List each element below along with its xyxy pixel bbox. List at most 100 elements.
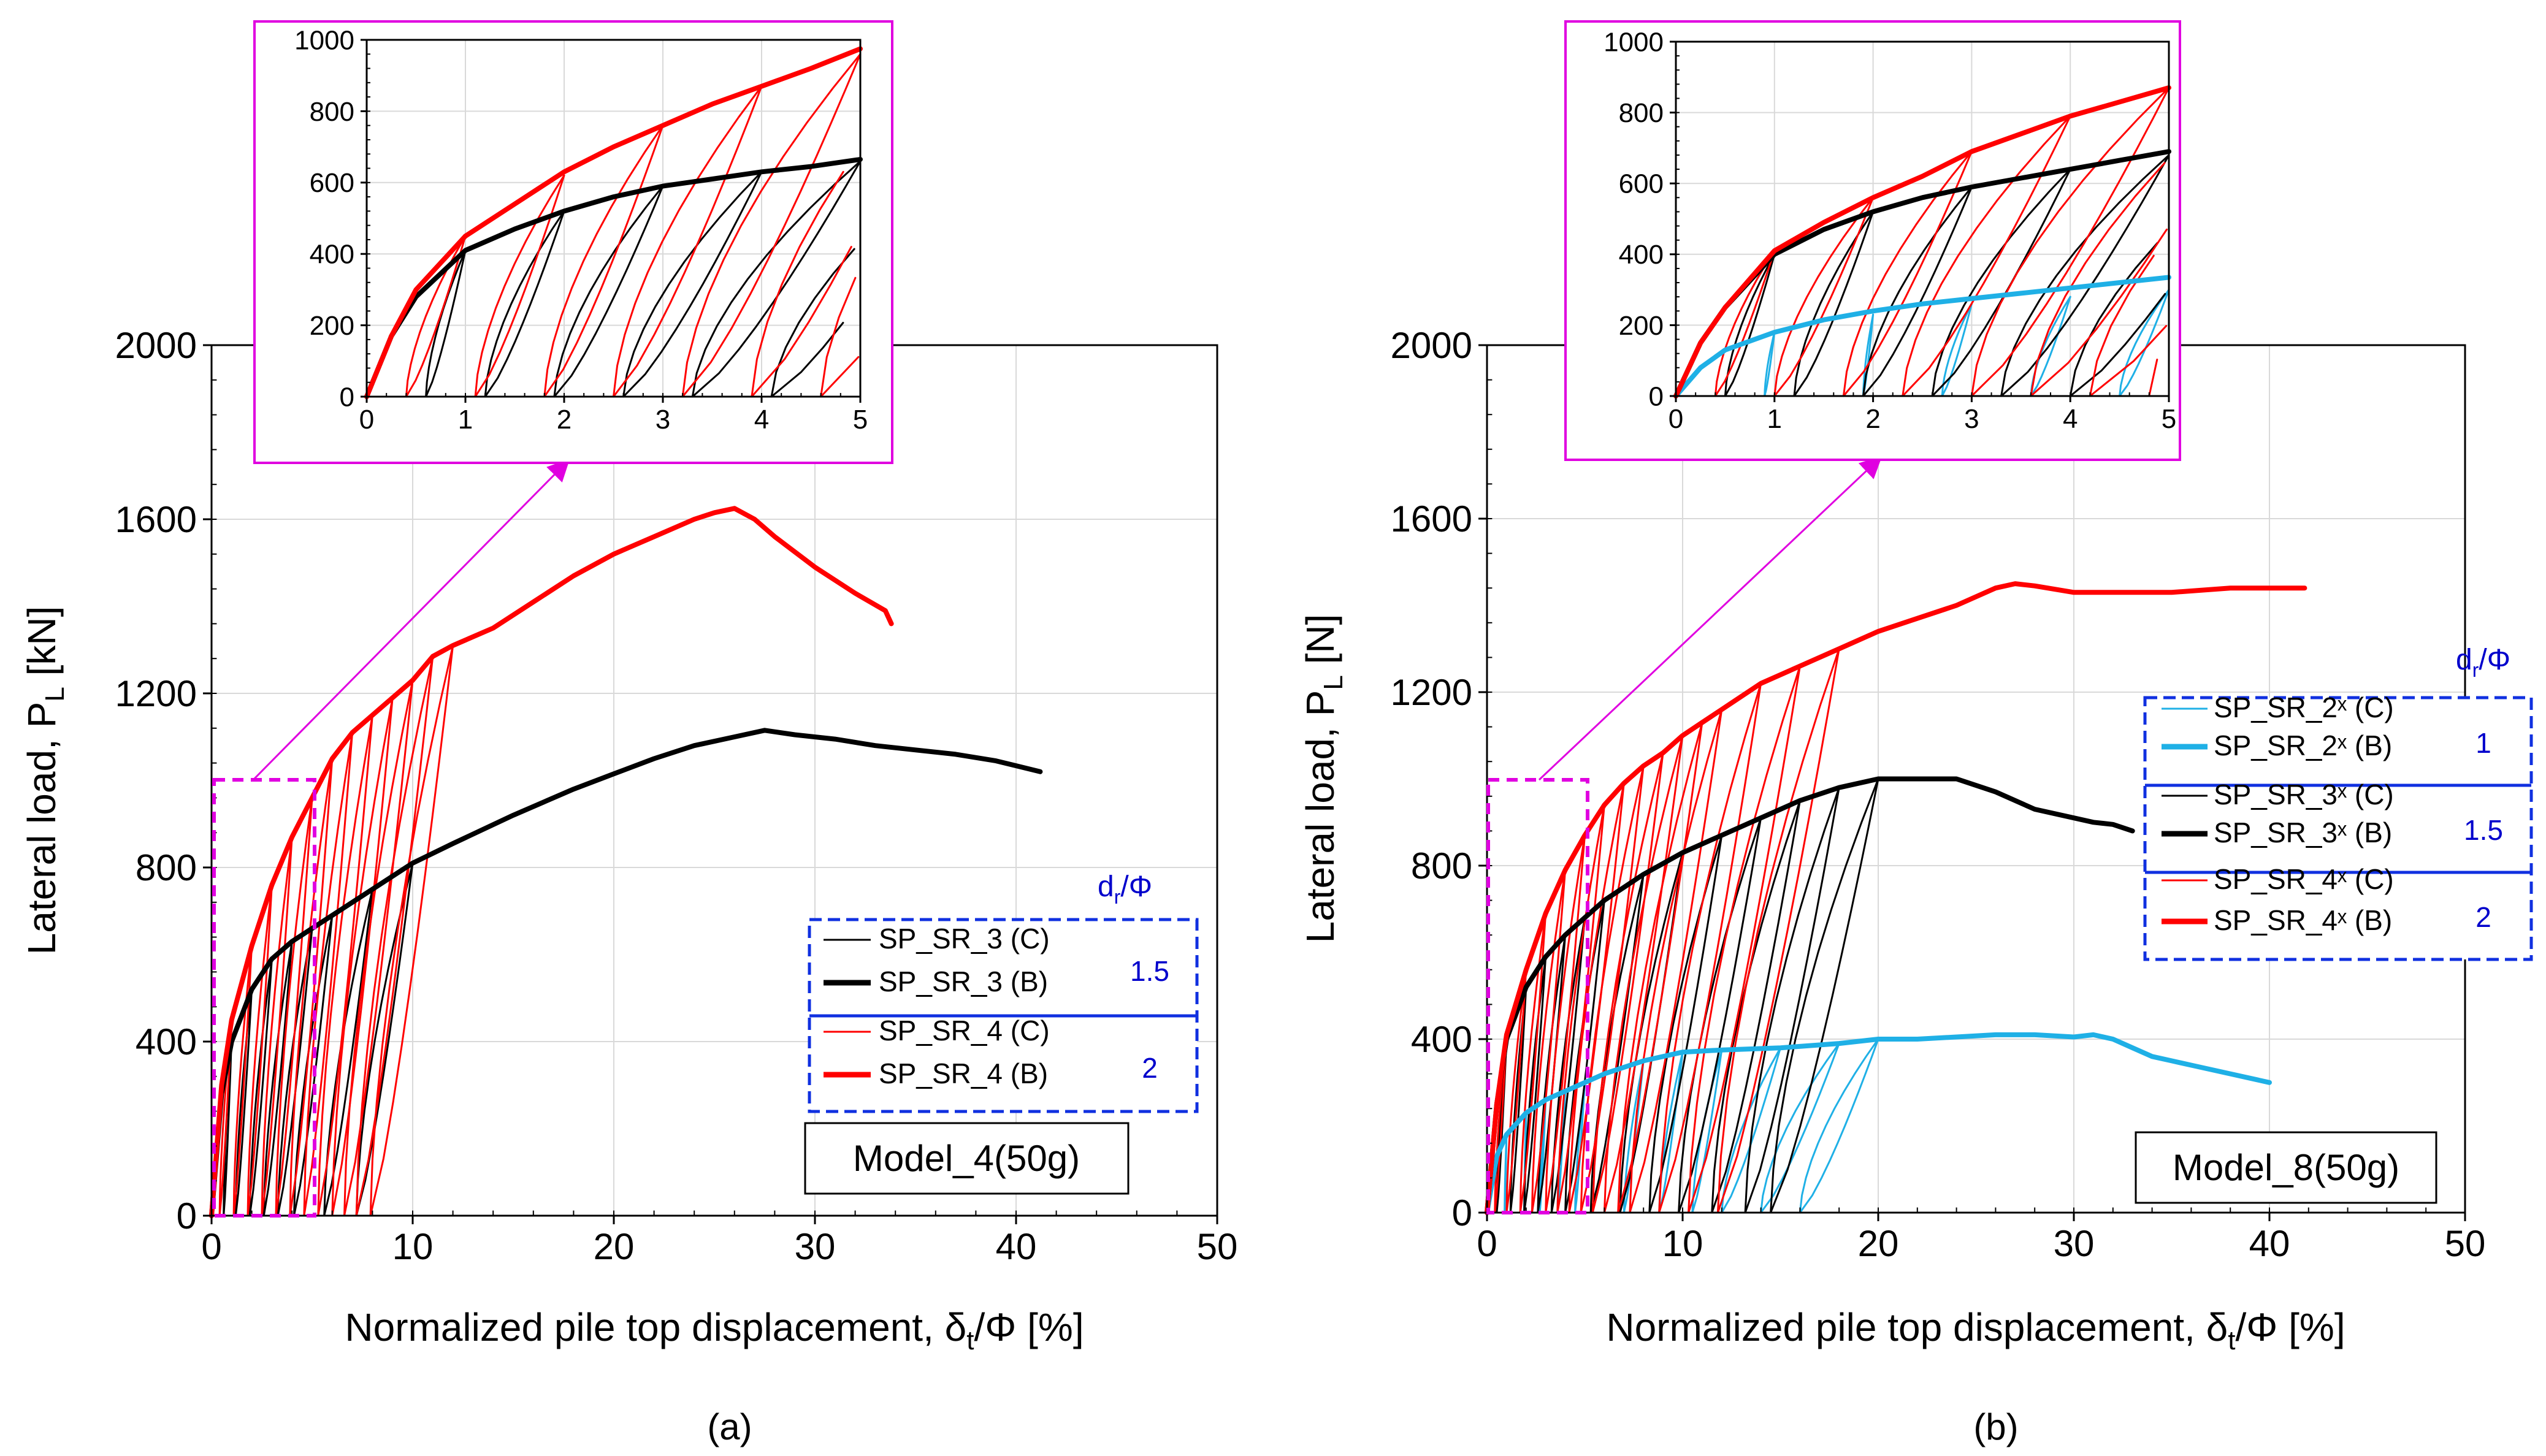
y-tick-label: 400 xyxy=(1411,1019,1472,1060)
cyclic-reload-curve xyxy=(1724,253,1776,397)
legend-label: SP_SR_2ˣ (C) xyxy=(2214,692,2394,723)
cyclic-unload-curve xyxy=(770,248,855,398)
cyclic-reload-curve xyxy=(303,731,354,1217)
cyclic-reload-curve xyxy=(1862,186,1973,397)
cyclic-reload-curve xyxy=(751,246,852,398)
cyclic-unload-curve xyxy=(2148,359,2158,397)
x-tick-label: 1 xyxy=(1767,404,1782,434)
cyclic-unload-curve xyxy=(247,883,273,1217)
cyclic-unload-curve xyxy=(1589,873,1645,1214)
cyclic-unload-curve xyxy=(1556,804,1605,1214)
cyclic-unload-curve xyxy=(553,185,664,398)
backbone-curve xyxy=(209,506,894,1218)
y-tick-label: 200 xyxy=(310,311,354,341)
legend: dr/Φ 1 1.5 2 SP_SR_2ˣ (C) SP_SR_2ˣ (B) SP_… xyxy=(2143,644,2533,961)
cyclic-unload-curve xyxy=(425,249,467,398)
panel-caption: (b) xyxy=(1973,1406,2018,1447)
cyclic-unload-curve xyxy=(1505,969,1527,1214)
main-curves xyxy=(209,506,1043,1218)
cyclic-reload-curve xyxy=(1523,956,1547,1214)
zoom-arrow xyxy=(1538,455,1883,781)
cyclic-reload-curve xyxy=(1744,787,1840,1214)
cyclic-unload-curve xyxy=(343,679,414,1217)
cyclic-reload-curve xyxy=(369,644,454,1217)
cyclic-unload-curve xyxy=(1629,708,1723,1214)
cyclic-unload-curve xyxy=(1714,250,1776,397)
cyclic-reload-curve xyxy=(2030,228,2168,397)
cyclic-reload-curve xyxy=(1716,647,1840,1214)
cyclic-unload-curve xyxy=(1617,722,1703,1214)
legend-header: dr/Φ xyxy=(1098,871,1152,908)
y-tick-label: 800 xyxy=(136,847,197,888)
cyclic-reload-curve xyxy=(1902,115,2071,397)
y-tick-label: 600 xyxy=(310,168,354,198)
cyclic-reload-curve xyxy=(1629,708,1723,1214)
legend-group-label: 1 xyxy=(2475,727,2491,759)
inset-frame xyxy=(253,20,893,464)
y-tick-label: 0 xyxy=(177,1195,197,1237)
cyclic-reload-curve xyxy=(261,836,293,1217)
main-curves xyxy=(1485,581,2307,1215)
y-tick-label: 1000 xyxy=(294,25,354,55)
legend-label: SP_SR_2ˣ (B) xyxy=(2214,730,2392,761)
cyclic-unload-curve xyxy=(1764,331,1776,397)
inset-plot-area xyxy=(1675,40,2170,397)
panel-caption: (a) xyxy=(707,1406,752,1447)
main-x-axis-label: Normalized pile top displacement, δt/Φ [… xyxy=(1606,1305,2345,1355)
cyclic-reload-curve xyxy=(1711,799,1801,1214)
inset-axes: 0 1 2 3 4 5 0 200 400 600 800 1000 xyxy=(1604,27,2176,433)
cyclic-unload-curve xyxy=(1688,665,1801,1214)
cyclic-unload-curve xyxy=(232,945,253,1217)
x-tick-label: 4 xyxy=(2063,404,2078,434)
x-tick-label: 20 xyxy=(1858,1223,1899,1264)
main-x-axis-label: Normalized pile top displacement, δt/Φ [… xyxy=(345,1305,1084,1355)
cyclic-unload-curve xyxy=(2030,162,2166,397)
model-label: Model_8(50g) xyxy=(2173,1147,2399,1188)
cyclic-reload-curve xyxy=(2069,293,2166,397)
cyclic-unload-curve xyxy=(1721,1046,1781,1214)
zoom-region-box xyxy=(212,778,316,1218)
cyclic-reload-curve xyxy=(1691,1049,1723,1214)
x-tick-label: 30 xyxy=(795,1226,836,1267)
cyclic-unload-curve xyxy=(691,160,862,398)
cyclic-unload-curve xyxy=(355,655,434,1217)
legend-label: SP_SR_3ˣ (C) xyxy=(2214,779,2394,810)
cyclic-reload-curve xyxy=(323,888,373,1217)
x-tick-label: 3 xyxy=(656,405,670,435)
cyclic-reload-curve xyxy=(234,988,253,1217)
cyclic-unload-curve xyxy=(751,170,844,398)
backbone-curve xyxy=(1485,581,2307,1215)
cyclic-unload-curve xyxy=(1941,303,1973,397)
cyclic-unload-curve xyxy=(1770,778,1879,1214)
cyclic-unload-curve xyxy=(1862,313,1875,397)
cyclic-reload-curve xyxy=(275,796,313,1217)
cyclic-unload-curve xyxy=(369,644,454,1217)
x-tick-label: 2 xyxy=(1865,404,1880,434)
cyclic-unload-curve xyxy=(262,940,293,1217)
zoom-arrow xyxy=(252,459,570,781)
backbone-curve xyxy=(1485,1032,2272,1215)
y-tick-label: 1000 xyxy=(1604,27,1664,57)
backbone-curve xyxy=(1485,776,2135,1215)
main-y-axis-label: Lateral load, PL [kN] xyxy=(20,606,70,955)
x-tick-label: 20 xyxy=(594,1226,635,1267)
cyclic-reload-curve xyxy=(1658,682,1762,1214)
legend-group-label: 2 xyxy=(2475,901,2491,933)
legend: dr/Φ 1.5 2 SP_SR_3 (C) SP_SR_3 (B) SP_SR_4… xyxy=(808,871,1199,1113)
y-tick-label: 0 xyxy=(340,382,354,412)
cyclic-reload-curve xyxy=(1773,196,1875,397)
cyclic-reload-curve xyxy=(289,758,334,1217)
y-tick-label: 800 xyxy=(310,97,354,127)
x-tick-label: 0 xyxy=(1477,1223,1497,1264)
inset-backbone-curve xyxy=(364,46,863,399)
cyclic-reload-curve xyxy=(2119,289,2170,397)
cyclic-reload-curve xyxy=(691,160,862,398)
cyclic-unload-curve xyxy=(261,836,293,1217)
cyclic-reload-curve xyxy=(484,210,565,398)
cyclic-reload-curve xyxy=(1505,969,1527,1214)
backbone-curve xyxy=(209,728,1043,1218)
y-tick-label: 400 xyxy=(310,240,354,270)
x-tick-label: 0 xyxy=(359,405,374,435)
